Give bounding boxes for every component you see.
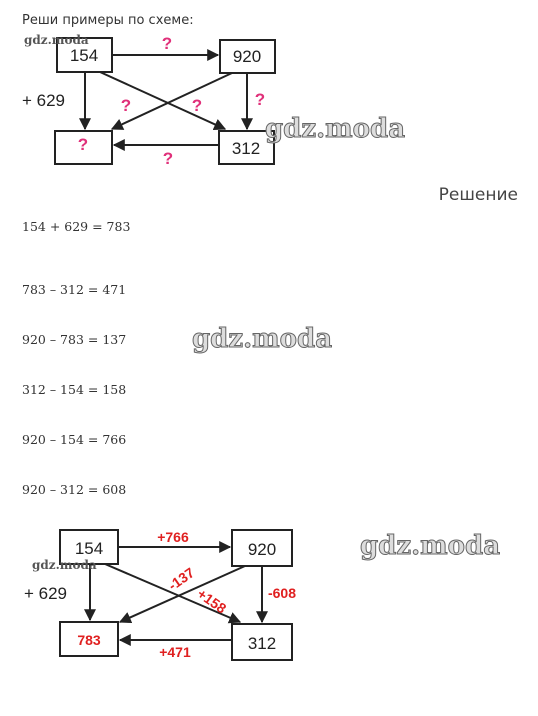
arrow bbox=[110, 72, 233, 130]
watermark: gdz.moda bbox=[32, 558, 97, 572]
arrow-label: ? bbox=[255, 90, 265, 109]
box bbox=[59, 621, 119, 657]
solution-title: Решение bbox=[439, 185, 518, 205]
box bbox=[56, 37, 113, 73]
box-label: 154 bbox=[70, 46, 98, 65]
box bbox=[59, 529, 119, 565]
equation: 312 – 154 = 158 bbox=[22, 382, 126, 397]
arrow-label: ? bbox=[192, 96, 202, 115]
box-label: ? bbox=[78, 135, 88, 154]
box bbox=[54, 130, 113, 165]
box bbox=[218, 130, 275, 165]
arrow bbox=[118, 565, 246, 624]
arrow-label: ? bbox=[163, 149, 173, 168]
add-label: + 629 bbox=[22, 91, 65, 110]
box bbox=[219, 39, 276, 74]
equation: 920 – 312 = 608 bbox=[22, 482, 126, 497]
arrow-label: ? bbox=[121, 96, 131, 115]
arrow bbox=[99, 71, 227, 130]
arrow-label: ? bbox=[162, 34, 172, 53]
box-label: 312 bbox=[232, 139, 260, 158]
scheme: 154 920 ? 312 + 629 ? ? ? ? ? bbox=[22, 34, 276, 168]
box-label: 920 bbox=[248, 540, 276, 559]
arrow-label: +766 bbox=[157, 529, 189, 545]
equation: 783 – 312 = 471 bbox=[22, 282, 126, 297]
watermark: gdz.moda bbox=[192, 324, 332, 354]
watermark: gdz.moda bbox=[24, 33, 89, 47]
arrow-label: +158 bbox=[194, 585, 229, 616]
box-label: 312 bbox=[248, 634, 276, 653]
box-label: 920 bbox=[233, 47, 261, 66]
task: Реши примеры по схеме: bbox=[22, 13, 194, 28]
answer-scheme: 154 920 783 312 + 629 +766 -137 +158 -60… bbox=[24, 529, 296, 661]
equation: 154 + 629 = 783 bbox=[22, 219, 130, 234]
watermark: gdz.moda bbox=[360, 531, 500, 561]
equation: 920 – 783 = 137 bbox=[22, 332, 126, 347]
watermark: gdz.moda bbox=[265, 114, 405, 144]
equation: 920 – 154 = 766 bbox=[22, 432, 126, 447]
arrow-label: -608 bbox=[268, 585, 296, 601]
arrow bbox=[104, 563, 242, 624]
add-label: + 629 bbox=[24, 584, 67, 603]
box bbox=[231, 529, 293, 567]
box bbox=[231, 623, 293, 661]
box-label: 154 bbox=[75, 539, 103, 558]
box-label: 783 bbox=[77, 632, 101, 648]
arrow-label: +471 bbox=[159, 644, 191, 660]
